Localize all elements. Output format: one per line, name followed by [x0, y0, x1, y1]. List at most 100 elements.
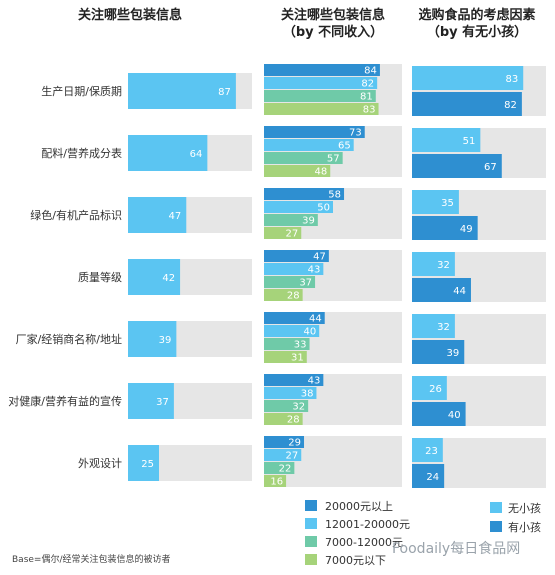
bar [264, 188, 345, 200]
bar [264, 201, 333, 213]
data-label: 29 [288, 438, 301, 449]
panel1-bars: 生产日期/保质期 87 配料/营养成分表 64 绿色/有机产品标识 47 质量等级 42 厂家/… [8, 73, 252, 481]
bar [264, 227, 302, 239]
data-label: 24 [426, 472, 439, 483]
legend-label-no-child: 无小孩 [508, 502, 541, 515]
data-label: 44 [453, 286, 466, 297]
bar [412, 438, 443, 462]
bar [264, 312, 325, 324]
legend-label-under-7000: 7000元以下 [325, 554, 386, 567]
bar [128, 135, 208, 171]
data-label: 32 [292, 402, 305, 413]
panel2-subtitle: （by 不同收入） [283, 24, 383, 40]
bar [412, 376, 447, 400]
bar [412, 128, 481, 152]
bar [264, 214, 318, 226]
data-label: 47 [313, 252, 326, 263]
legend-swatch-20000-plus [305, 500, 317, 511]
bar [264, 276, 316, 288]
legend-swatch-no-child [490, 502, 502, 513]
bar [264, 103, 379, 115]
bar [128, 445, 159, 481]
bar [264, 77, 378, 89]
bar [264, 250, 329, 262]
data-label: 65 [338, 141, 351, 152]
income-legend: 20000元以上 12001-20000元 7000-12000元 7000元以… [305, 500, 410, 567]
data-label: 37 [299, 278, 312, 289]
bar [128, 73, 236, 109]
data-label: 84 [364, 66, 377, 77]
panel2-title: 关注哪些包装信息 [281, 7, 385, 23]
data-label: 43 [308, 376, 321, 387]
legend-label-20000-plus: 20000元以上 [325, 500, 393, 513]
data-label: 32 [437, 322, 450, 333]
legend-swatch-has-child [490, 521, 502, 532]
data-label: 64 [190, 149, 203, 160]
data-label: 43 [308, 265, 321, 276]
category-label: 生产日期/保质期 [41, 84, 122, 98]
bar [264, 139, 354, 151]
data-label: 39 [159, 335, 172, 346]
bar [128, 321, 177, 357]
children-legend: 无小孩 有小孩 [490, 502, 541, 534]
legend-label-7000-12000: 7000-12000元 [325, 536, 403, 549]
bar [264, 387, 317, 399]
legend-label-12001-20000: 12001-20000元 [325, 518, 410, 531]
bar [264, 436, 305, 448]
data-label: 44 [309, 314, 322, 325]
data-label: 33 [294, 340, 307, 351]
data-label: 32 [437, 260, 450, 271]
bar [264, 126, 365, 138]
legend-label-has-child: 有小孩 [508, 520, 541, 534]
data-label: 82 [361, 79, 374, 90]
bar [264, 165, 331, 177]
data-label: 26 [429, 384, 442, 395]
legend-swatch-12001-20000 [305, 518, 317, 529]
bar [412, 66, 524, 90]
category-label: 厂家/经销商名称/地址 [16, 332, 122, 346]
data-label: 47 [169, 211, 182, 222]
data-label: 28 [287, 415, 300, 426]
data-label: 57 [327, 154, 340, 165]
bar [264, 152, 343, 164]
category-label: 质量等级 [78, 270, 122, 284]
data-label: 50 [317, 203, 330, 214]
bar [264, 475, 287, 487]
data-label: 67 [484, 162, 497, 173]
data-label: 23 [425, 446, 438, 457]
bar [412, 216, 478, 240]
bar [412, 464, 445, 488]
data-label: 27 [286, 229, 299, 240]
data-label: 87 [218, 87, 231, 98]
data-label: 51 [463, 136, 476, 147]
data-label: 31 [291, 353, 304, 364]
bar [128, 197, 187, 233]
legend-swatch-under-7000 [305, 554, 317, 565]
panel3-bars: 83 82 51 67 35 49 32 44 32 39 26 40 23 24 [412, 66, 546, 488]
data-label: 37 [156, 397, 169, 408]
bar [412, 278, 471, 302]
base-note: Base=偶尔/经常关注包装信息的被访者 [12, 553, 171, 565]
bar [264, 400, 309, 412]
data-label: 39 [447, 348, 460, 359]
watermark: Foodaily每日食品网 [392, 540, 520, 557]
bar [412, 340, 465, 364]
category-label: 配料/营养成分表 [41, 146, 122, 160]
bar [412, 402, 466, 426]
data-label: 40 [303, 327, 316, 338]
data-label: 73 [349, 128, 362, 139]
data-label: 83 [505, 74, 518, 85]
data-label: 39 [302, 216, 315, 227]
bar [264, 325, 320, 337]
bar [264, 338, 310, 350]
data-label: 49 [460, 224, 473, 235]
bar [128, 383, 174, 419]
category-label: 外观设计 [78, 457, 122, 470]
bar [264, 263, 324, 275]
data-label: 81 [360, 92, 373, 103]
data-label: 83 [363, 105, 376, 116]
panel1-title: 关注哪些包装信息 [78, 7, 182, 23]
data-label: 40 [448, 410, 461, 421]
bar [264, 413, 303, 425]
